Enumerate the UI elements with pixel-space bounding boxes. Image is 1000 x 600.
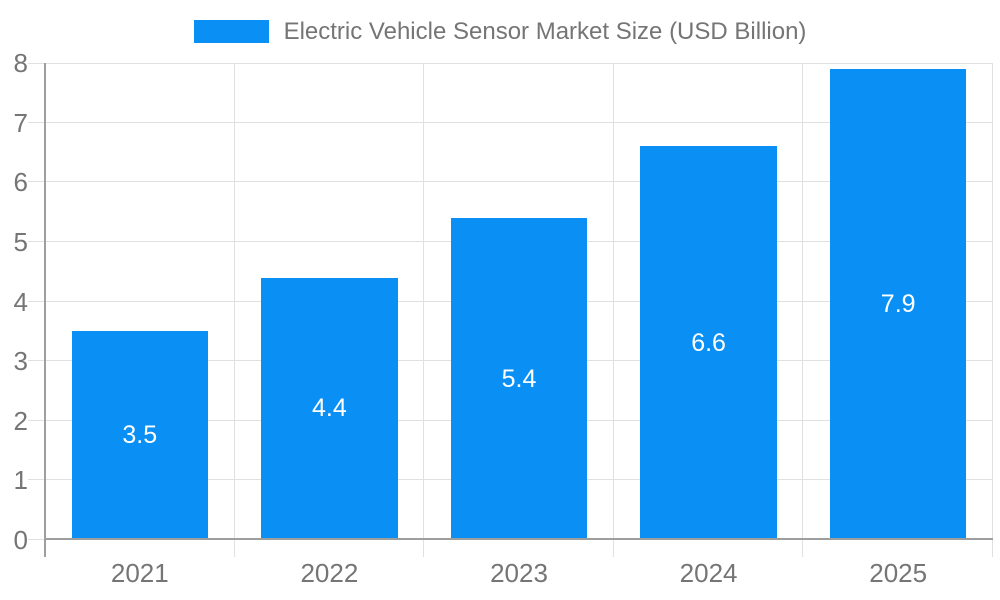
y-axis-line [44, 63, 46, 557]
bar-value-label: 6.6 [691, 328, 726, 357]
bar-2024[interactable]: 6.6 [640, 146, 777, 540]
x-tick-label-2023: 2023 [490, 558, 548, 588]
legend-swatch[interactable] [193, 20, 269, 43]
y-tick-label-2: 2 [13, 405, 28, 436]
y-tick-label-0: 0 [13, 525, 28, 555]
gridline-y-8 [28, 63, 993, 64]
bar-value-label: 5.4 [501, 364, 537, 393]
bar-value-label: 3.5 [122, 421, 158, 450]
y-tick-label-1: 1 [13, 465, 28, 496]
gridline-x-1 [233, 63, 235, 557]
y-tick-label-7: 7 [13, 107, 28, 138]
x-axis-labels: 2021 2022 2023 2024 2025 [45, 540, 993, 600]
bar-value-label: 7.9 [880, 289, 916, 318]
x-tick-label-2025: 2025 [869, 558, 928, 588]
y-tick-label-8: 8 [13, 48, 28, 78]
bar-2023[interactable]: 5.4 [450, 218, 588, 540]
bar-value-label: 4.4 [312, 394, 347, 423]
gridline-x-4 [802, 63, 804, 557]
x-axis-line [45, 538, 993, 540]
x-tick-label-2024: 2024 [679, 558, 738, 588]
y-tick-label-4: 4 [13, 286, 28, 317]
gridline-x-5 [992, 63, 993, 557]
bar-2022[interactable]: 4.4 [261, 277, 398, 540]
legend[interactable]: Electric Vehicle Sensor Market Size (USD… [0, 17, 1000, 45]
x-tick-label-2021: 2021 [110, 558, 169, 588]
legend-label: Electric Vehicle Sensor Market Size (USD… [283, 17, 807, 45]
gridline-y-7 [28, 121, 993, 123]
y-tick-label-3: 3 [13, 346, 28, 377]
bar-2021[interactable]: 3.5 [71, 331, 209, 540]
y-tick-label-5: 5 [13, 226, 28, 257]
x-tick-label-2022: 2022 [300, 558, 359, 588]
gridline-x-2 [423, 63, 425, 557]
gridline-y-6 [28, 181, 993, 183]
plot-area: 3.5 4.4 5.4 6.6 7.9 [28, 63, 993, 557]
gridline-x-3 [612, 63, 614, 557]
y-axis-labels: 0 1 2 3 4 5 6 7 8 [0, 50, 28, 553]
y-tick-label-6: 6 [13, 167, 28, 198]
bar-2025[interactable]: 7.9 [829, 68, 967, 540]
